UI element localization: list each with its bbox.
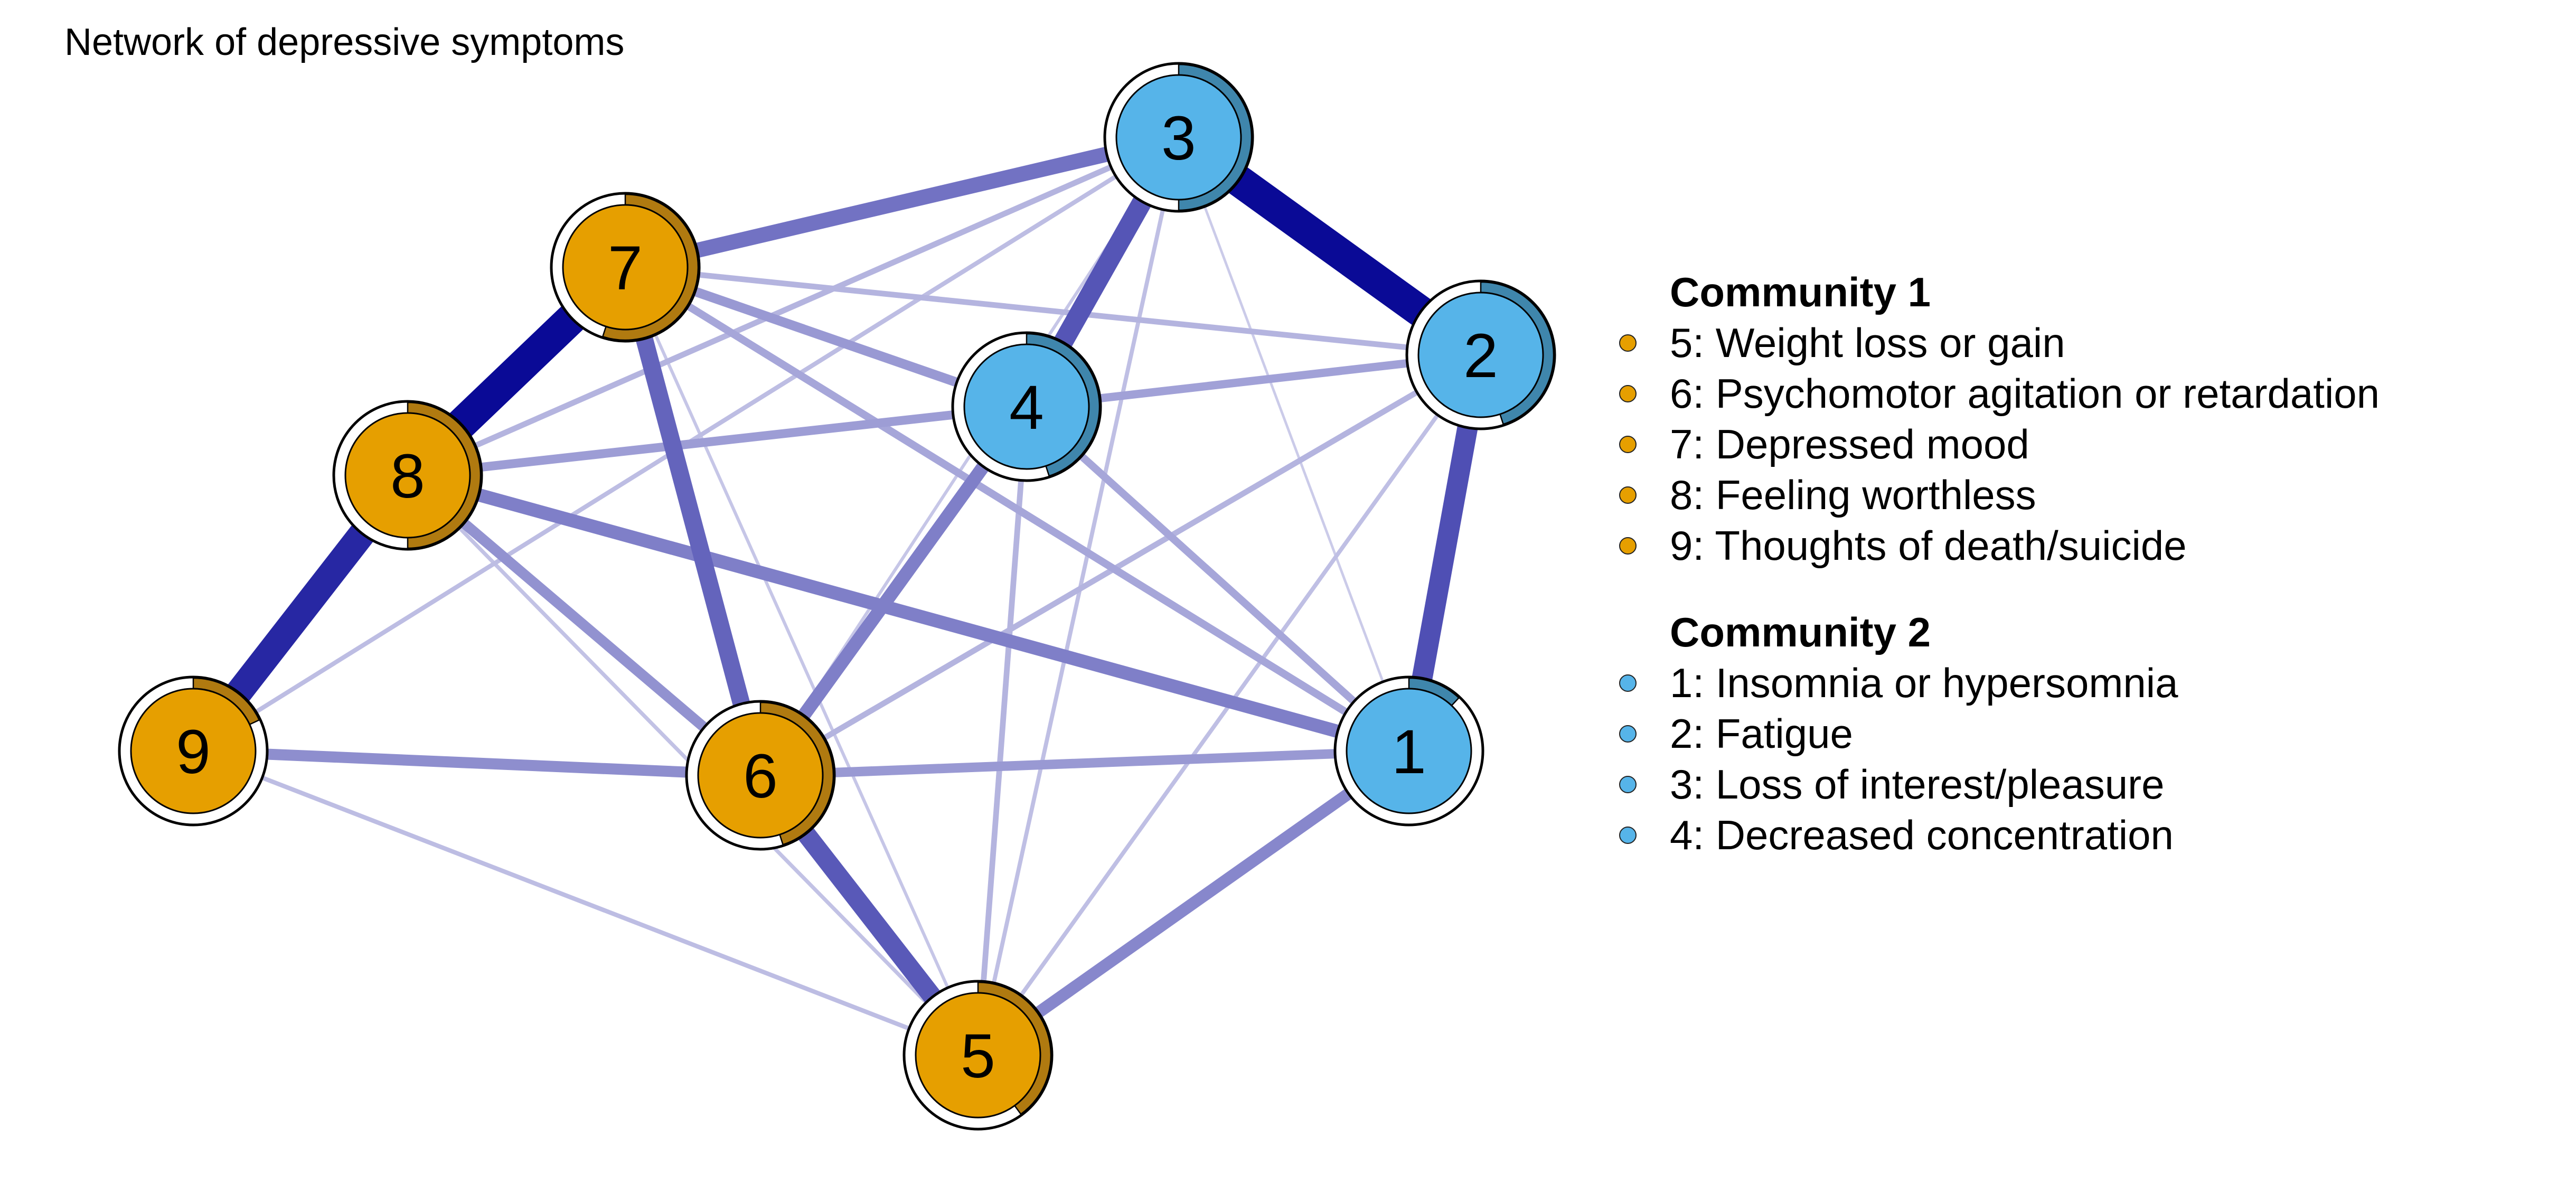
node-7-label: 7 [608,233,643,303]
node-5: 5 [902,980,1054,1131]
edge-3-5 [976,137,1181,1056]
legend-group-community-1: Community 1 5: Weight loss or gain 6: Ps… [1611,267,2380,571]
node-9: 9 [118,675,269,827]
node-5-label: 5 [961,1021,995,1091]
legend-item-4: 4: Decreased concentration [1611,810,2380,860]
legend-item-9: 9: Thoughts of death/suicide [1611,520,2380,571]
legend-dot-icon [1619,385,1637,402]
legend-item-2: 2: Fatigue [1611,708,2380,759]
legend-item-label: 3: Loss of interest/pleasure [1670,761,2165,808]
edge-9-5 [192,749,979,1057]
legend-dot-icon [1619,674,1637,692]
edge-7-1 [623,264,1411,755]
legend-heading-community-2: Community 2 [1670,609,1931,655]
legend-item-6: 6: Psychomotor agitation or retardation [1611,368,2380,419]
node-4: 4 [951,331,1102,482]
edge-8-1 [406,468,1411,758]
legend-group-community-2: Community 2 1: Insomnia or hypersomnia 2… [1611,607,2380,860]
node-7-fill [562,204,689,331]
node-layer: 1 2 3 4 5 6 7 8 9 [118,62,1556,1131]
node-2-fill [1417,292,1544,418]
edge-6-2 [759,352,1482,778]
edge-8-4 [407,402,1027,480]
edge-4-6 [755,402,1032,780]
node-3: 3 [1103,62,1254,213]
legend: Community 1 5: Weight loss or gain 6: Ps… [1611,267,2380,896]
legend-item-label: 9: Thoughts of death/suicide [1670,522,2187,569]
edge-3-7 [623,129,1181,275]
node-7: 7 [550,192,701,343]
legend-item-label: 2: Fatigue [1670,710,1853,757]
edge-1-5 [974,746,1413,1060]
legend-item-label: 5: Weight loss or gain [1670,320,2065,366]
legend-item-5: 5: Weight loss or gain [1611,317,2380,368]
legend-dot-icon [1619,776,1637,793]
node-4-fill [963,343,1090,470]
node-9-label: 9 [176,717,211,787]
node-8: 8 [332,400,483,551]
edge-layer [182,124,1491,1062]
node-4-label: 4 [1009,373,1044,443]
node-1-label: 1 [1392,717,1426,787]
edge-7-2 [625,264,1481,358]
node-8-fill [344,412,471,539]
legend-item-label: 1: Insomnia or hypersomnia [1670,660,2178,706]
node-2-label: 2 [1463,321,1498,391]
node-8-label: 8 [390,442,425,511]
legend-item-8: 8: Feeling worthless [1611,470,2380,520]
legend-dot-icon [1619,486,1637,504]
edge-4-5 [975,406,1030,1056]
edge-7-5 [624,266,980,1056]
node-3-label: 3 [1161,104,1196,173]
legend-item-3: 3: Loss of interest/pleasure [1611,759,2380,810]
edge-7-6 [617,265,769,778]
node-9-fill [130,688,257,814]
node-6-label: 6 [743,741,778,811]
legend-heading-community-1: Community 1 [1670,269,1931,315]
legend-item-label: 4: Decreased concentration [1670,812,2174,858]
legend-item-7: 7: Depressed mood [1611,419,2380,470]
edge-4-1 [1024,403,1412,754]
chart-title: Network of depressive symptoms [64,21,625,63]
edge-8-3 [406,135,1180,478]
node-5-fill [915,992,1041,1119]
legend-item-label: 8: Feeling worthless [1670,472,2036,518]
edge-4-2 [1026,351,1481,411]
node-6-fill [697,712,824,839]
legend-dot-icon [1619,537,1637,555]
edge-6-1 [760,746,1409,780]
node-6: 6 [685,700,836,851]
legend-item-label: 7: Depressed mood [1670,421,2029,467]
node-3-fill [1115,74,1242,201]
legend-dot-icon [1619,436,1637,453]
node-1: 1 [1333,675,1484,827]
edge-9-6 [193,745,761,781]
node-2: 2 [1405,279,1556,430]
legend-dot-icon [1619,725,1637,743]
legend-dot-icon [1619,334,1637,352]
legend-dot-icon [1619,827,1637,844]
node-1-fill [1346,688,1472,814]
legend-item-label: 6: Psychomotor agitation or retardation [1670,370,2380,417]
edge-1-3 [1177,137,1411,752]
legend-item-1: 1: Insomnia or hypersomnia [1611,658,2380,708]
edge-8-6 [404,471,764,780]
